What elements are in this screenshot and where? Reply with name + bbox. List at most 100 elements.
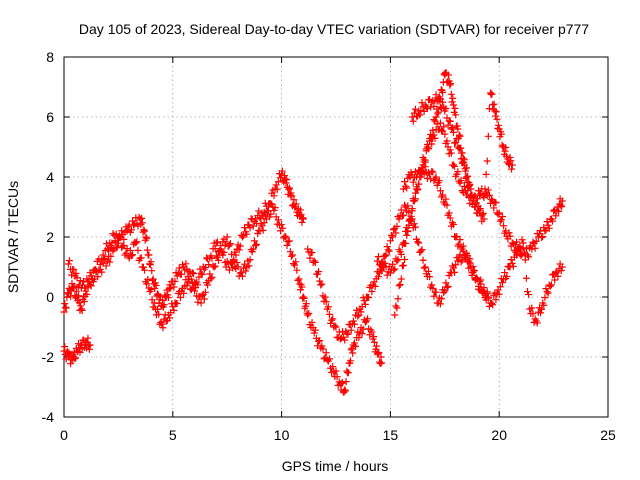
data-point xyxy=(459,242,467,250)
data-point xyxy=(87,272,95,280)
data-point xyxy=(506,232,514,240)
data-point xyxy=(432,113,440,121)
data-point xyxy=(525,291,533,299)
data-point xyxy=(489,301,497,309)
data-point xyxy=(207,275,215,283)
data-point xyxy=(558,203,566,211)
data-point xyxy=(485,105,493,113)
data-point xyxy=(250,237,258,245)
data-point xyxy=(457,177,465,185)
data-point xyxy=(442,105,450,113)
data-point xyxy=(545,224,553,232)
data-point xyxy=(375,349,383,357)
data-point xyxy=(394,295,402,303)
data-point xyxy=(555,207,563,215)
data-point xyxy=(402,239,410,247)
data-point xyxy=(492,108,500,116)
data-point xyxy=(467,262,475,270)
x-tick-label: 5 xyxy=(169,427,177,443)
data-point xyxy=(204,281,212,289)
data-point xyxy=(473,275,481,283)
data-point xyxy=(405,208,413,216)
data-point xyxy=(317,281,325,289)
data-point xyxy=(448,124,456,132)
data-point xyxy=(222,238,230,246)
data-point xyxy=(85,345,93,353)
data-point xyxy=(67,360,75,368)
data-point xyxy=(537,309,545,317)
data-point xyxy=(300,294,308,302)
data-point xyxy=(432,288,440,296)
data-point xyxy=(61,300,69,308)
data-point xyxy=(444,71,452,79)
data-point xyxy=(178,270,186,278)
data-point xyxy=(278,167,286,175)
data-point xyxy=(304,245,312,253)
data-point xyxy=(327,319,335,327)
data-point xyxy=(466,255,474,263)
data-point xyxy=(525,253,533,261)
data-point xyxy=(200,265,208,273)
data-point xyxy=(464,172,472,180)
data-point xyxy=(260,219,268,227)
data-point xyxy=(136,215,144,223)
data-point xyxy=(270,207,278,215)
data-point xyxy=(456,144,464,152)
data-point xyxy=(117,233,125,241)
data-point xyxy=(424,145,432,153)
data-point xyxy=(245,262,253,270)
data-point xyxy=(238,272,246,280)
data-point xyxy=(498,279,506,287)
data-point xyxy=(114,239,122,247)
data-point xyxy=(188,279,196,287)
data-point xyxy=(444,121,452,129)
data-point xyxy=(185,267,193,275)
data-point xyxy=(430,102,438,110)
data-point xyxy=(133,238,141,246)
data-point xyxy=(502,227,510,235)
data-point xyxy=(502,144,510,152)
data-point xyxy=(143,246,151,254)
data-point xyxy=(92,268,100,276)
data-point xyxy=(418,164,426,172)
data-point xyxy=(373,350,381,358)
data-point xyxy=(409,117,417,125)
data-point xyxy=(253,241,261,249)
y-tick-label: 2 xyxy=(46,229,54,245)
data-point xyxy=(428,281,436,289)
data-point xyxy=(513,251,521,259)
data-point xyxy=(428,167,436,175)
chart-title: Day 105 of 2023, Sidereal Day-to-day VTE… xyxy=(79,21,589,37)
y-tick-label: 8 xyxy=(46,49,54,65)
data-point xyxy=(296,206,304,214)
y-axis-label: SDTVAR / TECUs xyxy=(5,181,21,293)
data-point xyxy=(279,224,287,232)
data-point xyxy=(541,294,549,302)
data-point xyxy=(522,274,530,282)
data-point xyxy=(259,226,267,234)
data-point xyxy=(198,271,206,279)
data-point xyxy=(298,218,306,226)
data-point xyxy=(152,281,160,289)
data-point xyxy=(421,263,429,271)
data-point xyxy=(197,269,205,277)
data-point xyxy=(544,289,552,297)
data-point xyxy=(472,199,480,207)
data-point xyxy=(458,245,466,253)
data-point xyxy=(368,287,376,295)
data-point xyxy=(297,211,305,219)
data-point xyxy=(519,244,527,252)
data-point xyxy=(387,231,395,239)
data-point xyxy=(436,119,444,127)
data-point xyxy=(104,245,112,253)
data-point xyxy=(61,303,69,311)
data-point xyxy=(80,298,88,306)
data-point xyxy=(316,337,324,345)
data-point xyxy=(508,165,516,173)
data-point xyxy=(144,276,152,284)
data-point xyxy=(440,123,448,131)
data-point xyxy=(557,267,565,275)
data-point xyxy=(354,312,362,320)
data-point xyxy=(63,293,71,301)
data-point xyxy=(392,229,400,237)
